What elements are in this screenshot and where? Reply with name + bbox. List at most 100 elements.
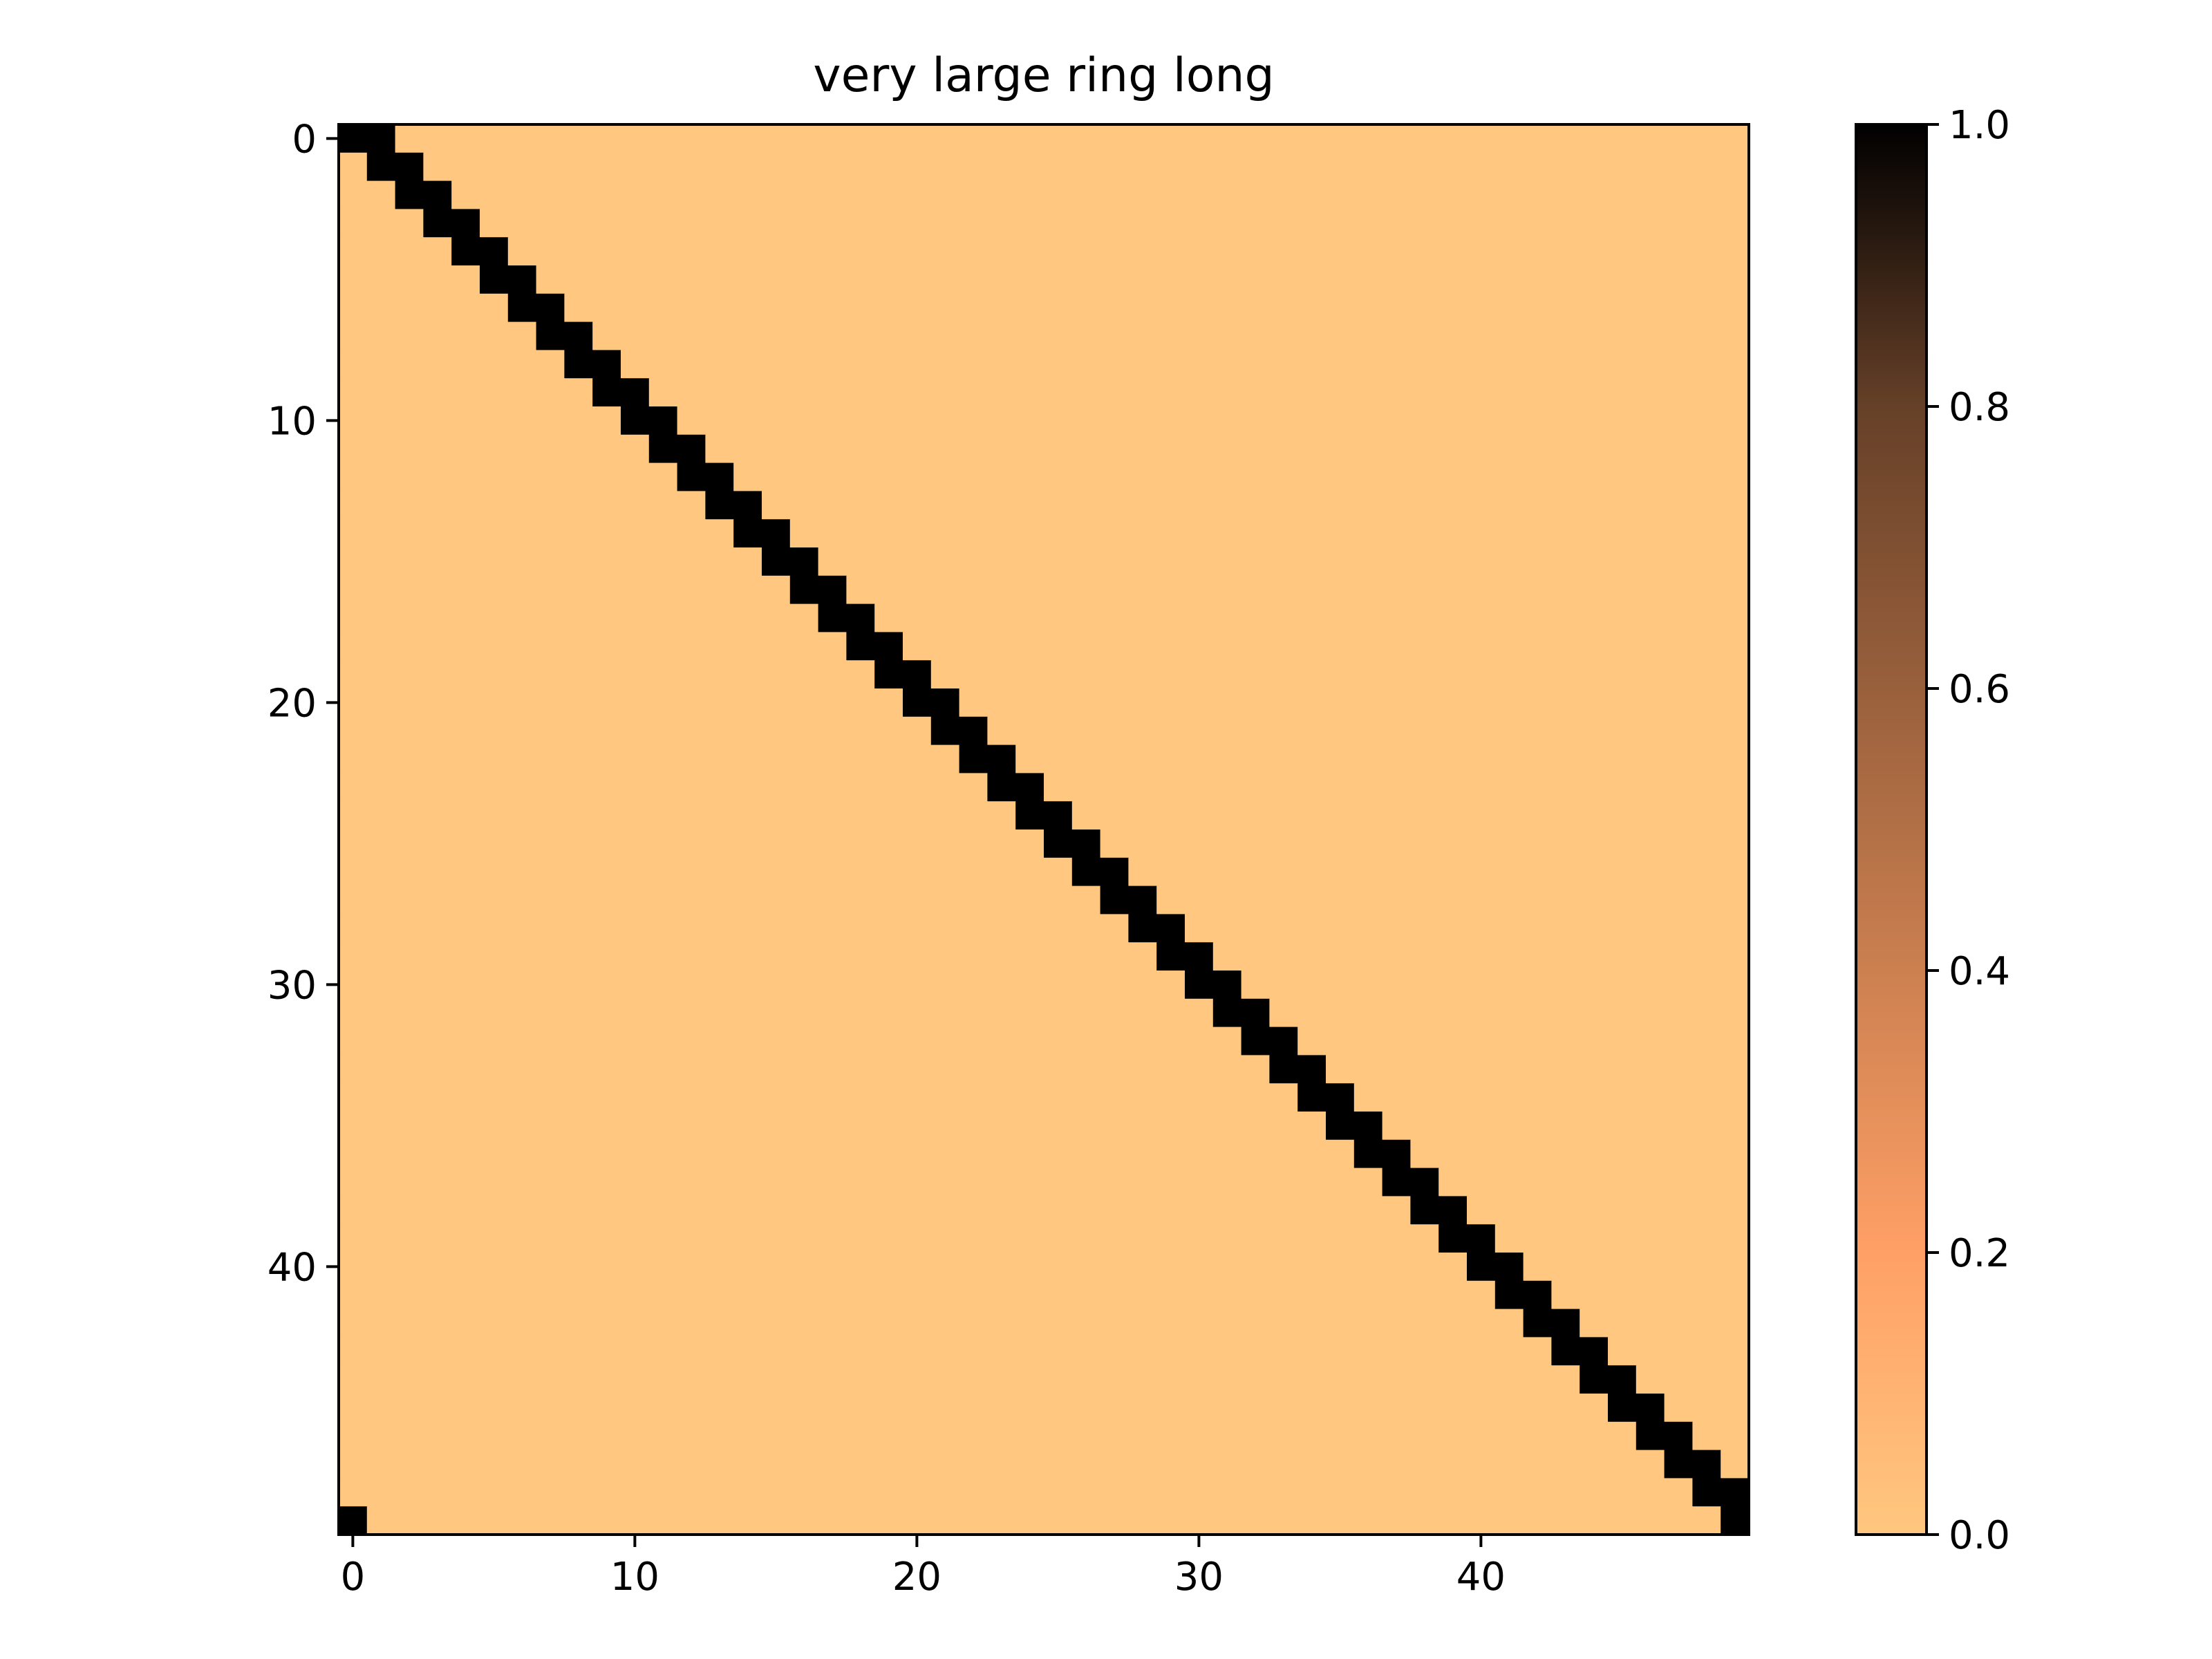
heatmap-cell bbox=[1212, 1196, 1242, 1225]
heatmap-cell bbox=[789, 1027, 819, 1056]
heatmap-cell bbox=[1185, 1450, 1214, 1479]
heatmap-cell bbox=[1100, 434, 1129, 464]
heatmap-cell bbox=[846, 1027, 875, 1056]
heatmap-cell bbox=[846, 1253, 875, 1282]
heatmap-cell bbox=[1212, 1112, 1242, 1141]
heatmap-cell bbox=[959, 124, 988, 153]
heatmap-cell bbox=[1269, 350, 1298, 379]
heatmap-cell bbox=[366, 1309, 396, 1338]
heatmap-cell bbox=[536, 1139, 565, 1169]
heatmap-cell bbox=[1071, 660, 1101, 689]
heatmap-cell bbox=[733, 1394, 762, 1423]
heatmap-cell bbox=[1212, 321, 1242, 350]
heatmap-cell bbox=[818, 1224, 847, 1253]
heatmap-cell bbox=[1382, 575, 1411, 605]
heatmap-cell bbox=[1410, 857, 1439, 887]
heatmap-cell bbox=[733, 1365, 762, 1394]
heatmap-cell bbox=[959, 575, 988, 605]
heatmap-cell bbox=[1721, 632, 1750, 661]
heatmap-cell bbox=[987, 575, 1016, 605]
heatmap-cell bbox=[1156, 1055, 1185, 1084]
heatmap-cell bbox=[395, 1280, 424, 1310]
heatmap-cell bbox=[1044, 1421, 1073, 1451]
heatmap-cell bbox=[903, 1253, 932, 1282]
heatmap-cell bbox=[705, 180, 734, 209]
heatmap-cell bbox=[1664, 237, 1693, 266]
heatmap-cell bbox=[1382, 632, 1411, 661]
heatmap-cell bbox=[1212, 434, 1242, 464]
heatmap-cell bbox=[1015, 1027, 1044, 1056]
heatmap-cell bbox=[1523, 1168, 1552, 1197]
heatmap-cell bbox=[677, 519, 706, 548]
heatmap-cell bbox=[1071, 801, 1101, 830]
heatmap-cell bbox=[536, 632, 565, 661]
heatmap-cell bbox=[1015, 209, 1044, 238]
heatmap-cell bbox=[1128, 885, 1157, 915]
heatmap-cell bbox=[507, 1478, 537, 1507]
heatmap-cell bbox=[1128, 434, 1157, 464]
heatmap-cell bbox=[536, 1253, 565, 1282]
heatmap-cell bbox=[1100, 660, 1129, 689]
heatmap-cell bbox=[987, 265, 1016, 294]
heatmap-cell bbox=[1297, 378, 1327, 407]
heatmap-cell bbox=[1721, 830, 1750, 859]
heatmap-cell bbox=[507, 688, 537, 718]
heatmap-cell bbox=[987, 293, 1016, 323]
heatmap-cell bbox=[339, 1450, 368, 1479]
heatmap-cell bbox=[1044, 1139, 1073, 1169]
heatmap-cell bbox=[874, 744, 903, 774]
heatmap-cell bbox=[1467, 1394, 1496, 1423]
heatmap-cell bbox=[564, 462, 593, 491]
heatmap-cell bbox=[733, 547, 762, 577]
heatmap-cell bbox=[677, 885, 706, 915]
heatmap-cell bbox=[564, 152, 593, 182]
heatmap-cell bbox=[1608, 152, 1637, 182]
heatmap-cell bbox=[1100, 378, 1129, 407]
heatmap-cell bbox=[930, 237, 960, 266]
heatmap-cell bbox=[1692, 1027, 1721, 1056]
heatmap-cell bbox=[480, 914, 509, 943]
heatmap-cell bbox=[423, 1450, 452, 1479]
heatmap-cell bbox=[648, 1139, 678, 1169]
heatmap-cell bbox=[1015, 885, 1044, 915]
heatmap-cell bbox=[987, 603, 1016, 632]
heatmap-cell bbox=[705, 632, 734, 661]
heatmap-cell bbox=[480, 1027, 509, 1056]
heatmap-cell bbox=[1635, 209, 1665, 238]
heatmap-cell bbox=[536, 1365, 565, 1394]
heatmap-cell bbox=[507, 321, 537, 350]
heatmap-cell bbox=[1438, 1055, 1468, 1084]
heatmap-cell bbox=[1494, 1421, 1524, 1451]
heatmap-cell bbox=[1635, 773, 1665, 802]
heatmap-cell bbox=[1580, 237, 1609, 266]
heatmap-cell bbox=[1664, 1280, 1693, 1310]
heatmap-cell bbox=[733, 971, 762, 1000]
heatmap-cell bbox=[677, 1168, 706, 1197]
heatmap-cell bbox=[1721, 603, 1750, 632]
heatmap-cell bbox=[1326, 1224, 1355, 1253]
heatmap-cell bbox=[564, 801, 593, 830]
heatmap-cell bbox=[846, 632, 875, 661]
heatmap-cell bbox=[648, 293, 678, 323]
heatmap-cell bbox=[762, 547, 791, 577]
heatmap-cell bbox=[1664, 1083, 1693, 1112]
heatmap-cell bbox=[903, 293, 932, 323]
heatmap-cell bbox=[1410, 350, 1439, 379]
heatmap-cell bbox=[959, 773, 988, 802]
heatmap-cell bbox=[480, 716, 509, 746]
heatmap-cell bbox=[536, 1224, 565, 1253]
heatmap-cell bbox=[762, 1112, 791, 1141]
heatmap-cell bbox=[1382, 209, 1411, 238]
heatmap-cell bbox=[1664, 293, 1693, 323]
heatmap-cell bbox=[1438, 1083, 1468, 1112]
heatmap-cell bbox=[339, 744, 368, 774]
heatmap-cell bbox=[1269, 1112, 1298, 1141]
heatmap-cell bbox=[1326, 519, 1355, 548]
heatmap-cell bbox=[1241, 942, 1270, 971]
heatmap-cell bbox=[1664, 885, 1693, 915]
heatmap-cell bbox=[1128, 773, 1157, 802]
heatmap-cell bbox=[451, 1112, 480, 1141]
heatmap-cell bbox=[1269, 462, 1298, 491]
heatmap-cell bbox=[1185, 1421, 1214, 1451]
heatmap-cell bbox=[1410, 1055, 1439, 1084]
